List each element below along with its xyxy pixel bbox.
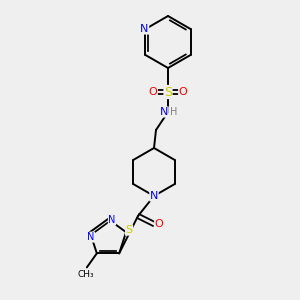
Text: N: N <box>108 215 116 225</box>
Text: CH₃: CH₃ <box>77 270 94 279</box>
Text: N: N <box>150 191 158 201</box>
Text: O: O <box>178 87 188 97</box>
Text: N: N <box>140 24 149 34</box>
Text: S: S <box>125 225 133 235</box>
Text: O: O <box>154 219 164 229</box>
Text: H: H <box>170 107 178 117</box>
Text: S: S <box>164 85 172 98</box>
Text: N: N <box>87 232 94 242</box>
Text: O: O <box>148 87 158 97</box>
Text: N: N <box>160 107 168 117</box>
